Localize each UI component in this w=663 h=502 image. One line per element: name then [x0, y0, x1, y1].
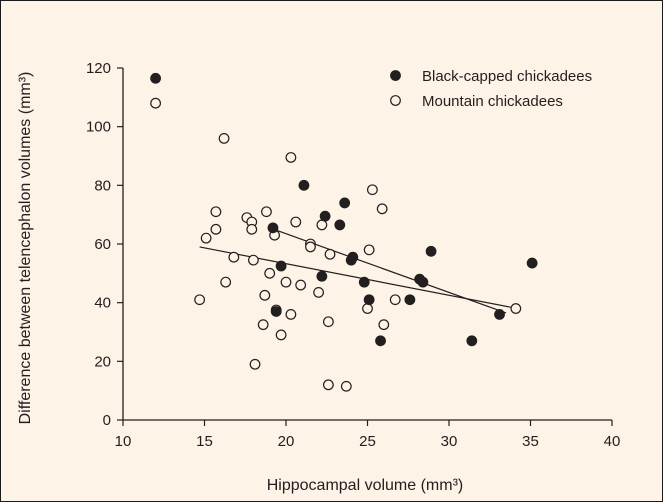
point-black-capped [319, 210, 331, 222]
point-black-capped [363, 294, 375, 306]
point-black-capped [316, 270, 328, 282]
point-black-capped [150, 72, 162, 84]
point-mountain [280, 276, 292, 288]
y-tick-label: 120 [86, 60, 111, 77]
point-mountain [218, 132, 230, 144]
point-mountain [322, 379, 334, 391]
point-mountain [313, 287, 325, 298]
point-black-capped [334, 219, 346, 231]
point-mountain [285, 152, 297, 163]
point-mountain [220, 276, 232, 288]
point-mountain [378, 319, 390, 331]
point-black-capped [417, 276, 429, 288]
x-tick-label: 15 [196, 433, 213, 450]
legend: Black-capped chickadees Mountain chickad… [390, 68, 592, 110]
point-mountain [362, 303, 373, 314]
legend-marker-mountain [390, 95, 401, 106]
point-mountain [246, 223, 258, 235]
data-points [150, 72, 538, 392]
point-black-capped [347, 251, 359, 263]
point-mountain [316, 219, 328, 231]
point-mountain [305, 241, 316, 253]
point-black-capped [425, 245, 437, 257]
point-mountain [264, 267, 276, 279]
point-black-capped [339, 197, 351, 209]
point-mountain [363, 244, 375, 256]
x-tick-label: 20 [278, 433, 295, 450]
point-black-capped [526, 257, 538, 269]
x-tick-label: 35 [522, 433, 539, 450]
point-mountain [340, 380, 352, 392]
point-mountain [322, 316, 334, 328]
legend-label-mountain: Mountain chickadees [422, 93, 563, 110]
x-tick-label: 40 [604, 433, 621, 450]
point-mountain [228, 251, 240, 263]
point-mountain [194, 294, 206, 306]
point-mountain [249, 358, 261, 370]
point-mountain [290, 216, 302, 228]
point-mountain [150, 97, 162, 109]
point-mountain [257, 319, 269, 331]
point-black-capped [466, 335, 478, 347]
point-black-capped [298, 179, 310, 191]
legend-marker-black-capped [390, 70, 401, 81]
point-mountain [259, 289, 271, 301]
point-mountain [275, 329, 287, 341]
point-black-capped [275, 260, 287, 272]
point-black-capped [358, 276, 370, 288]
point-mountain [510, 303, 522, 314]
point-black-capped [404, 294, 416, 306]
point-mountain [200, 232, 212, 244]
point-mountain [261, 206, 272, 218]
point-black-capped [494, 309, 505, 320]
x-axis-label: Hippocampal volume (mm³) [267, 477, 464, 494]
point-mountain [376, 203, 388, 215]
y-tick-label: 40 [94, 295, 111, 312]
x-tick-label: 10 [115, 433, 132, 450]
y-tick-label: 0 [103, 412, 111, 429]
point-mountain [295, 279, 307, 291]
axes: 10 15 20 25 30 35 40 0 20 40 60 80 100 120 [86, 60, 620, 450]
point-mountain [210, 223, 222, 235]
point-mountain [366, 184, 378, 196]
point-mountain [285, 309, 297, 320]
point-black-capped [375, 335, 386, 347]
point-mountain [389, 294, 401, 306]
trend-line-mountain [199, 246, 518, 310]
x-tick-label: 30 [441, 433, 458, 450]
trend-lines [199, 227, 518, 314]
y-tick-label: 60 [94, 236, 111, 253]
y-tick-label: 20 [94, 353, 111, 370]
point-mountain [247, 254, 259, 266]
y-axis-label: Difference between telencephalon volumes… [17, 72, 34, 425]
trend-line-black-capped [269, 227, 507, 314]
point-mountain [210, 206, 222, 218]
x-tick-label: 25 [359, 433, 376, 450]
point-black-capped [270, 306, 282, 317]
legend-label-black-capped: Black-capped chickadees [422, 68, 592, 85]
y-tick-label: 100 [86, 119, 111, 136]
y-tick-label: 80 [94, 177, 111, 194]
point-black-capped [267, 222, 279, 234]
point-mountain [324, 248, 336, 260]
